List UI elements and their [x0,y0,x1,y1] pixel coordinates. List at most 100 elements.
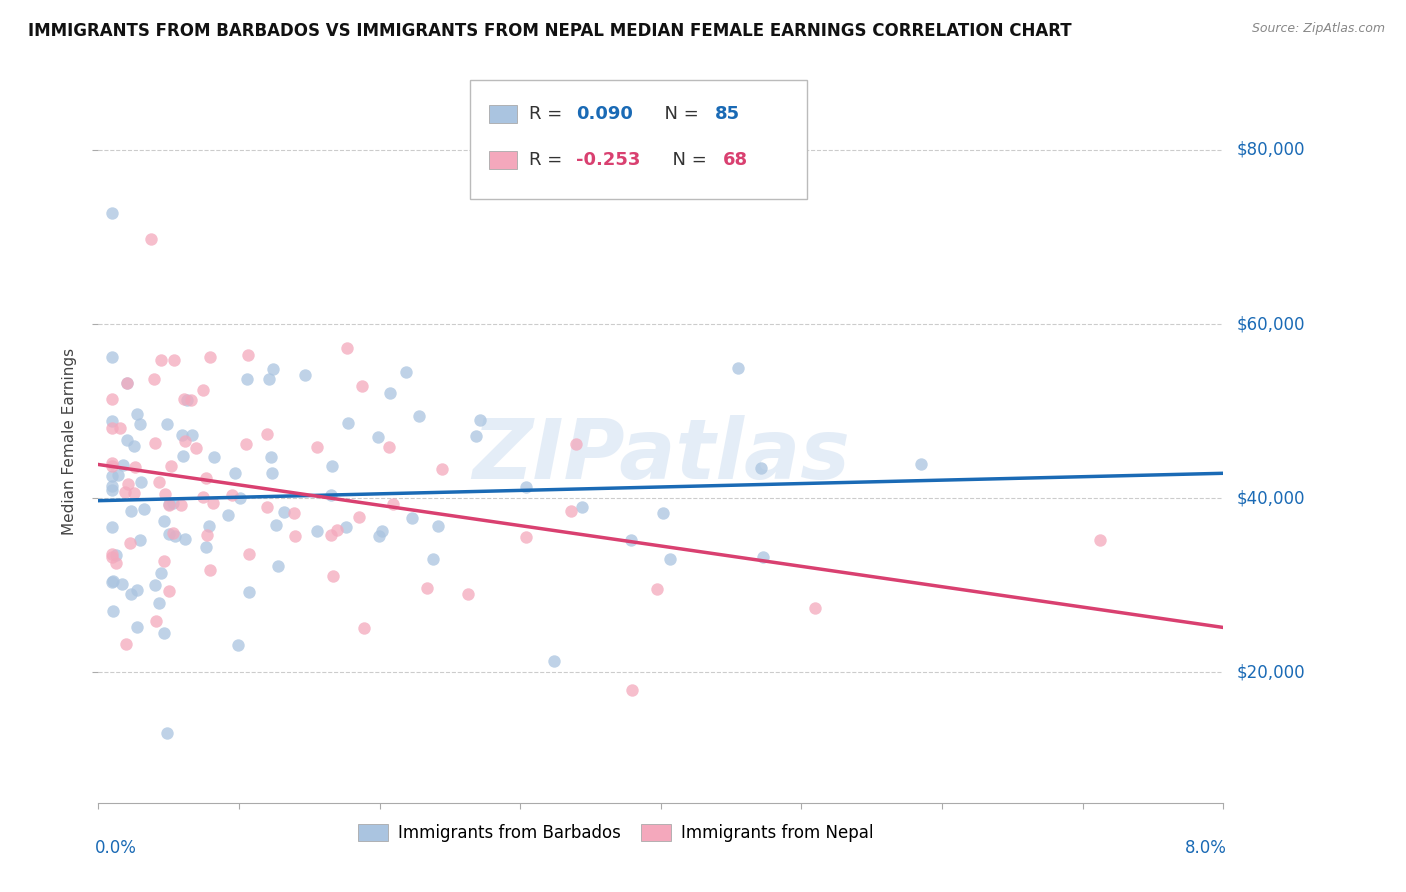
Point [910,457,932,471]
Point [226,638,249,652]
Point [101,392,124,406]
Point [751,461,773,475]
Point [125,407,148,421]
Point [335,520,357,534]
Point [256,426,278,441]
Bar [489,151,517,169]
Point [727,360,749,375]
Point [515,480,537,494]
Point [157,583,180,598]
Point [422,551,444,566]
Point [152,625,174,640]
Point [224,466,246,480]
Point [173,392,195,406]
Text: $80,000: $80,000 [1237,141,1306,159]
Point [101,520,124,534]
Point [101,205,124,219]
Text: 68: 68 [723,151,748,169]
Point [367,430,389,444]
Point [198,563,221,577]
Point [115,376,138,391]
Point [256,500,278,514]
Point [262,361,284,376]
Point [139,232,162,246]
Point [170,499,193,513]
Point [101,456,124,470]
Point [307,524,329,538]
Point [122,486,145,500]
Point [752,549,775,564]
Point [571,500,593,515]
Point [202,450,225,465]
Text: $60,000: $60,000 [1237,315,1306,333]
Point [105,548,128,562]
Text: IMMIGRANTS FROM BARBADOS VS IMMIGRANTS FROM NEPAL MEDIAN FEMALE EARNINGS CORRELA: IMMIGRANTS FROM BARBADOS VS IMMIGRANTS F… [28,22,1071,40]
Point [326,523,349,537]
Point [101,550,124,565]
Point [191,383,214,397]
Point [112,458,135,473]
Point [162,496,184,510]
Point [101,547,124,561]
Point [145,614,167,628]
Point [120,587,142,601]
Bar [489,105,517,123]
Point [267,559,290,574]
Point [117,476,139,491]
Text: -0.253: -0.253 [576,151,641,169]
Text: N =: N = [661,151,713,169]
Point [337,416,360,430]
Point [307,440,329,454]
Point [426,518,449,533]
Point [432,462,454,476]
Point [128,533,150,548]
Point [273,505,295,519]
Point [180,392,202,407]
Point [143,578,166,592]
Text: 0.090: 0.090 [576,105,633,123]
Point [107,467,129,482]
Text: 8.0%: 8.0% [1185,838,1226,857]
Point [464,428,486,442]
Point [408,409,430,424]
Point [264,517,287,532]
Point [176,392,198,407]
Point [180,428,202,442]
Y-axis label: Median Female Earnings: Median Female Earnings [62,348,77,535]
Point [114,484,136,499]
Point [191,490,214,504]
Point [201,496,224,510]
Point [658,552,681,566]
Point [194,541,217,555]
Legend: Immigrants from Barbados, Immigrants from Nepal: Immigrants from Barbados, Immigrants fro… [352,817,880,848]
Point [104,556,127,570]
Text: $20,000: $20,000 [1237,664,1306,681]
Point [236,348,259,362]
Point [335,342,357,356]
Point [129,475,152,489]
Point [159,498,181,512]
Point [321,488,343,502]
Point [368,529,391,543]
Point [353,622,375,636]
Text: N =: N = [652,105,704,123]
Point [377,440,399,454]
Point [197,519,219,533]
Point [148,475,170,490]
Point [470,413,492,427]
Point [319,528,342,542]
Point [174,434,197,448]
Point [150,566,173,580]
Point [143,436,166,450]
Text: ZIPatlas: ZIPatlas [472,416,849,497]
Text: $40,000: $40,000 [1237,489,1306,508]
Point [238,547,260,561]
Point [257,372,280,386]
Point [111,577,134,591]
Point [153,514,176,528]
Point [172,449,194,463]
Point [101,574,124,589]
Point [416,581,439,595]
Point [381,497,404,511]
Point [1090,533,1112,548]
